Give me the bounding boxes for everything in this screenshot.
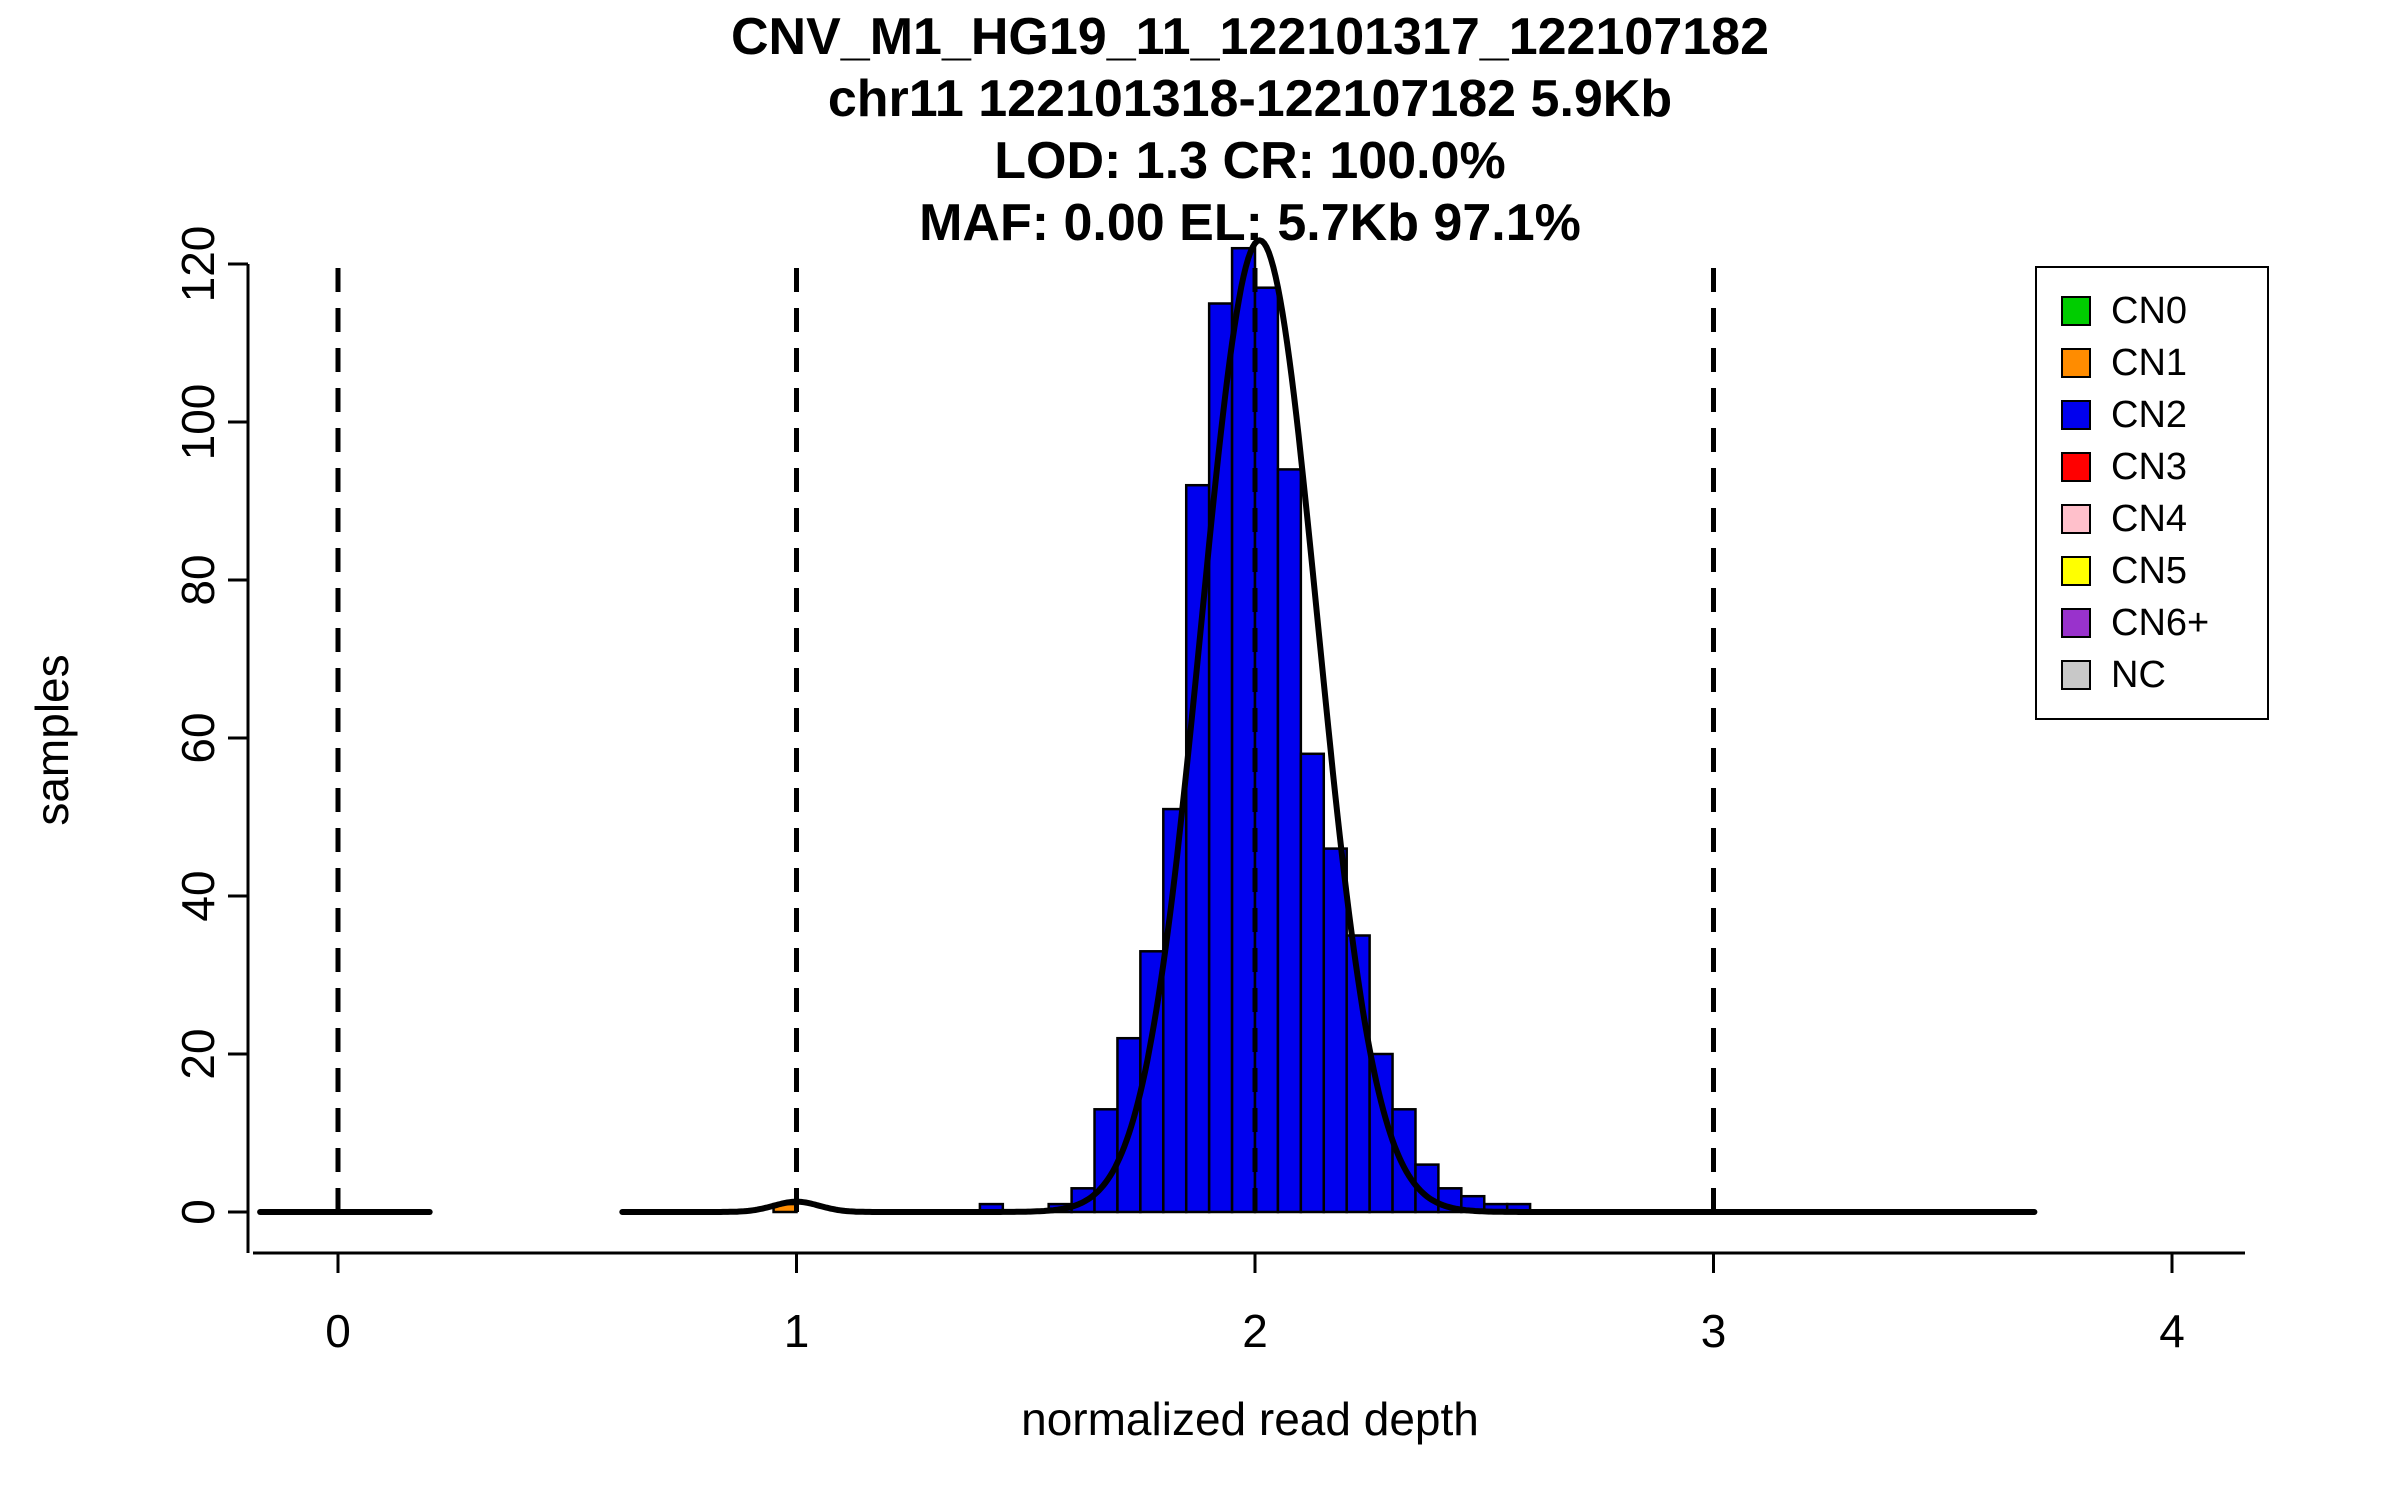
- legend-item-cn3: CN3: [2061, 446, 2257, 488]
- x-tick-label: 4: [2159, 1305, 2185, 1357]
- legend-swatch-cn3: [2061, 452, 2091, 482]
- x-tick-label: 2: [1242, 1305, 1268, 1357]
- y-tick-label: 100: [172, 384, 224, 461]
- legend-label-cn3: CN3: [2111, 446, 2188, 488]
- x-tick-label: 1: [784, 1305, 810, 1357]
- legend-item-cn4: CN4: [2061, 498, 2257, 540]
- y-tick-label: 20: [172, 1028, 224, 1079]
- x-tick-label: 3: [1701, 1305, 1727, 1357]
- legend-item-nc: NC: [2061, 654, 2257, 696]
- histogram-bar: [1322, 847, 1348, 1214]
- legend-box: CN0 CN1 CN2 CN3 CN4 CN5 CN6+ NC: [2035, 266, 2269, 720]
- y-tick-label: 40: [172, 870, 224, 921]
- y-tick-label: 120: [172, 226, 224, 303]
- histogram-bar: [1093, 1108, 1119, 1214]
- legend-label-cn6plus: CN6+: [2111, 602, 2210, 644]
- legend-label-cn4: CN4: [2111, 498, 2188, 540]
- histogram-bar: [1299, 752, 1326, 1214]
- legend-item-cn6plus: CN6+: [2061, 602, 2257, 644]
- legend-label-cn2: CN2: [2111, 394, 2188, 436]
- x-axis-title: normalized read depth: [1021, 1393, 1479, 1445]
- density-curve: [619, 237, 2038, 1215]
- legend-label-cn1: CN1: [2111, 342, 2188, 384]
- y-tick-label: 0: [172, 1199, 224, 1225]
- histogram-bar: [1253, 286, 1280, 1214]
- histogram-bar: [1230, 246, 1257, 1214]
- y-axis-title: samples: [26, 654, 78, 826]
- chart-title-line4: MAF: 0.00 EL: 5.7Kb 97.1%: [919, 194, 1581, 252]
- y-tick-label: 80: [172, 554, 224, 605]
- legend-item-cn5: CN5: [2061, 550, 2257, 592]
- chart-title-line1: CNV_M1_HG19_11_122101317_122107182: [731, 8, 1769, 66]
- legend-item-cn2: CN2: [2061, 394, 2257, 436]
- legend-swatch-cn6plus: [2061, 608, 2091, 638]
- legend-swatch-cn4: [2061, 504, 2091, 534]
- legend-swatch-cn5: [2061, 556, 2091, 586]
- legend-swatch-nc: [2061, 660, 2091, 690]
- legend-swatch-cn0: [2061, 296, 2091, 326]
- chart-title-block: CNV_M1_HG19_11_122101317_122107182 chr11…: [250, 6, 2250, 254]
- chart-title-line2: chr11 122101318-122107182 5.9Kb: [827, 70, 1673, 128]
- legend-label-nc: NC: [2111, 654, 2166, 696]
- histogram-bar: [1276, 468, 1303, 1214]
- y-tick-label: 60: [172, 712, 224, 763]
- legend-item-cn0: CN0: [2061, 290, 2257, 332]
- chart-title-line3: LOD: 1.3 CR: 100.0%: [994, 132, 1506, 190]
- legend-item-cn1: CN1: [2061, 342, 2257, 384]
- legend-swatch-cn1: [2061, 348, 2091, 378]
- legend-label-cn0: CN0: [2111, 290, 2188, 332]
- legend-label-cn5: CN5: [2111, 550, 2188, 592]
- x-tick-label: 0: [325, 1305, 351, 1357]
- legend-swatch-cn2: [2061, 400, 2091, 430]
